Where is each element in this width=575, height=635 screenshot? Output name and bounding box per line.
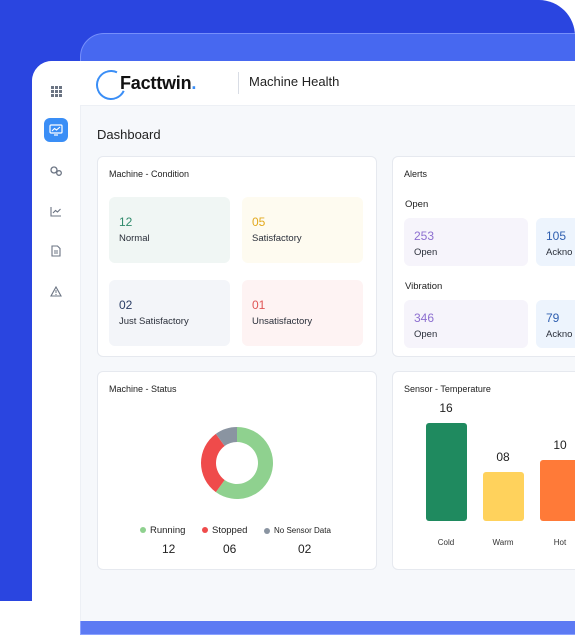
- warning-icon[interactable]: [44, 279, 68, 303]
- donut-slice-no-sensor-data[interactable]: [215, 427, 237, 447]
- bar-value-cold: 16: [439, 401, 453, 415]
- legend-value-stopped: 06: [223, 542, 237, 556]
- topbar-divider: [238, 72, 239, 94]
- alert-tile-vibration-open[interactable]: 346 Open: [404, 300, 528, 348]
- legend-label: Stopped: [212, 525, 248, 536]
- page-name: Machine Health: [249, 74, 340, 89]
- bar-warm[interactable]: [483, 472, 524, 521]
- tile-value: 79: [546, 311, 560, 325]
- legend-running: Running: [140, 525, 185, 536]
- tile-value: 02: [119, 298, 133, 312]
- tile-label: Open: [414, 247, 438, 258]
- bar-label-cold: Cold: [437, 538, 455, 547]
- app-window: Facttwin. Machine Health Dashboard Machi…: [32, 61, 575, 621]
- alert-tile-vibration-acknowledged[interactable]: 79 Ackno: [536, 300, 575, 348]
- bar-value-warm: 08: [496, 450, 510, 464]
- alert-tile-open[interactable]: 253 Open: [404, 218, 528, 266]
- legend-value-running: 12: [162, 542, 176, 556]
- tile-label: Just Satisfactory: [119, 316, 189, 327]
- monitor-icon[interactable]: [44, 118, 68, 142]
- tile-value: 253: [414, 229, 435, 243]
- condition-tile-satisfactory[interactable]: 05 Satisfactory: [242, 197, 363, 263]
- line-chart-icon[interactable]: [44, 199, 68, 223]
- page-title: Dashboard: [97, 127, 161, 142]
- stopped-dot-icon: [202, 527, 208, 534]
- tile-value: 01: [252, 298, 266, 312]
- tile-value: 12: [119, 215, 133, 229]
- machine-condition-card: Machine - Condition 12 Normal 05 Satisfa…: [97, 156, 377, 357]
- logo-dot: .: [191, 73, 197, 93]
- bar-cold[interactable]: [426, 423, 467, 521]
- machine-status-card: Machine - Status Running Stopped No Sens…: [97, 371, 377, 570]
- alert-group-label: Vibration: [405, 281, 443, 292]
- running-dot-icon: [140, 527, 146, 534]
- tile-label: Open: [414, 329, 438, 340]
- donut-slice-stopped[interactable]: [201, 433, 225, 493]
- legend-value-no-sensor-data: 02: [298, 542, 312, 556]
- tile-label: Ackno: [546, 247, 573, 258]
- card-title: Machine - Condition: [109, 169, 190, 179]
- bar-hot[interactable]: [540, 459, 575, 521]
- condition-tile-normal[interactable]: 12 Normal: [109, 197, 230, 263]
- condition-tile-just-satisfactory[interactable]: 02 Just Satisfactory: [109, 280, 230, 346]
- top-bar: Facttwin. Machine Health: [80, 61, 575, 106]
- logo-text: Facttwin: [120, 73, 192, 93]
- bar-label-hot: Hot: [553, 538, 567, 547]
- document-icon[interactable]: [44, 239, 68, 263]
- card-title: Alerts: [404, 169, 428, 179]
- tile-value: 346: [414, 311, 435, 325]
- tile-value: 105: [546, 229, 567, 243]
- legend-no-sensor-data: No Sensor Data: [264, 526, 331, 535]
- card-title: Machine - Status: [109, 384, 177, 394]
- sidebar: [32, 61, 81, 621]
- tile-value: 05: [252, 215, 266, 229]
- legend-label: Running: [150, 525, 186, 536]
- status-donut-chart: [201, 427, 273, 499]
- condition-tile-unsatisfactory[interactable]: 01 Unsatisfactory: [242, 280, 363, 346]
- alert-tile-acknowledged[interactable]: 105 Ackno: [536, 218, 575, 266]
- tile-label: Normal: [119, 233, 150, 244]
- card-title: Sensor - Temperature: [404, 384, 491, 394]
- no-sensor-dot-icon: [264, 527, 270, 534]
- tile-label: Ackno: [546, 329, 573, 340]
- tile-label: Unsatisfactory: [252, 316, 313, 327]
- temperature-bar-chart: 16 Cold 08 Warm 10 Hot: [393, 372, 575, 569]
- legend-stopped: Stopped: [202, 525, 247, 536]
- grid-icon[interactable]: [44, 79, 68, 103]
- sensor-temperature-card: Sensor - Temperature 16 Cold 08 Warm 10 Hot: [392, 371, 575, 570]
- gears-icon[interactable]: [44, 159, 68, 183]
- tile-label: Satisfactory: [252, 233, 302, 244]
- legend-label: No Sensor Data: [274, 526, 331, 535]
- bar-label-warm: Warm: [492, 538, 514, 547]
- alerts-card: Alerts Open 253 Open 105 Ackno Vibration…: [392, 156, 575, 357]
- bar-value-hot: 10: [553, 437, 567, 452]
- donut-slice-running[interactable]: [215, 427, 273, 499]
- alert-group-label: Open: [405, 199, 429, 210]
